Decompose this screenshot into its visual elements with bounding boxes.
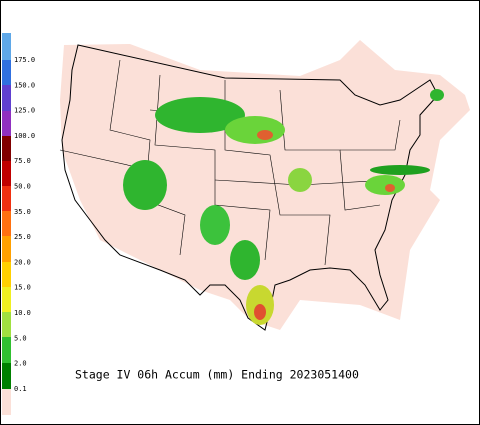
precip-areas [123, 89, 444, 325]
colorbar-label: 25.0 [14, 233, 31, 241]
colorbar-label: 15.0 [14, 284, 31, 292]
colorbar-label: 125.0 [14, 107, 35, 115]
colorbar-label: 20.0 [14, 258, 31, 266]
colorbar-label: 100.0 [14, 132, 35, 140]
colorbar-label: 10.0 [14, 309, 31, 317]
colorbar-label: 5.0 [14, 334, 27, 342]
map-title: Stage IV 06h Accum (mm) Ending 202305140… [75, 368, 359, 382]
colorbar-label: 2.0 [14, 360, 27, 368]
colorbar [2, 33, 11, 415]
colorbar-label: 35.0 [14, 208, 31, 216]
colorbar-label: 175.0 [14, 56, 35, 64]
colorbar-label: 75.0 [14, 157, 31, 165]
colorbar-label: 150.0 [14, 81, 35, 89]
colorbar-label: 0.1 [14, 385, 27, 393]
us-border [61, 44, 439, 331]
colorbar-label: 50.0 [14, 183, 31, 191]
